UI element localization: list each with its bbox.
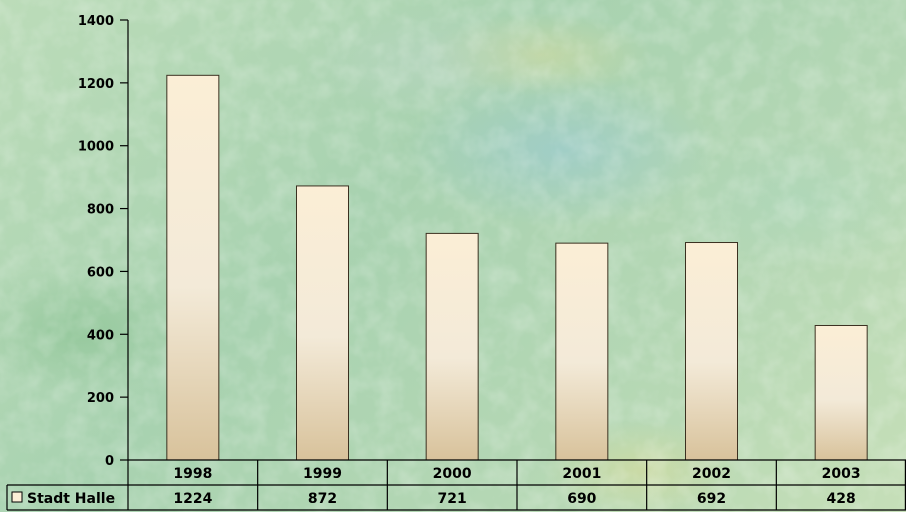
- bar: [814, 324, 868, 461]
- y-tick-label: 800: [87, 203, 114, 218]
- y-tick-label: 0: [105, 454, 114, 469]
- bars: [166, 74, 868, 461]
- y-tick-label: 200: [87, 391, 114, 406]
- x-category-label: 2001: [562, 466, 601, 482]
- y-axis: 0 200 400 600 800 1000 1200 1400: [78, 14, 129, 469]
- x-category-label: 1998: [173, 466, 212, 482]
- data-label: 692: [697, 491, 726, 507]
- legend-series-name: Stadt Halle: [27, 491, 115, 507]
- x-category-label: 2000: [433, 466, 472, 482]
- y-tick-label: 1200: [78, 77, 114, 92]
- bar: [166, 74, 220, 461]
- bar: [296, 185, 349, 461]
- y-tick-label: 600: [87, 265, 114, 280]
- x-category-label: 2003: [822, 466, 861, 482]
- data-label: 690: [567, 491, 596, 507]
- data-label: 428: [827, 491, 856, 507]
- bar: [685, 242, 738, 461]
- data-label: 721: [438, 491, 467, 507]
- y-tick-label: 1000: [78, 140, 114, 155]
- bar: [555, 242, 609, 461]
- y-tick-label: 400: [87, 328, 114, 343]
- bar: [425, 232, 479, 461]
- data-label: 872: [308, 491, 337, 507]
- x-category-label: 2002: [692, 466, 731, 482]
- data-table: 1998 1224 1999 872 2000 721 2001 690 2002 692 2003…: [6, 459, 906, 511]
- legend-swatch: [11, 491, 23, 503]
- x-category-label: 1999: [303, 466, 342, 482]
- y-tick-label: 1400: [78, 14, 114, 29]
- data-label: 1224: [173, 491, 212, 507]
